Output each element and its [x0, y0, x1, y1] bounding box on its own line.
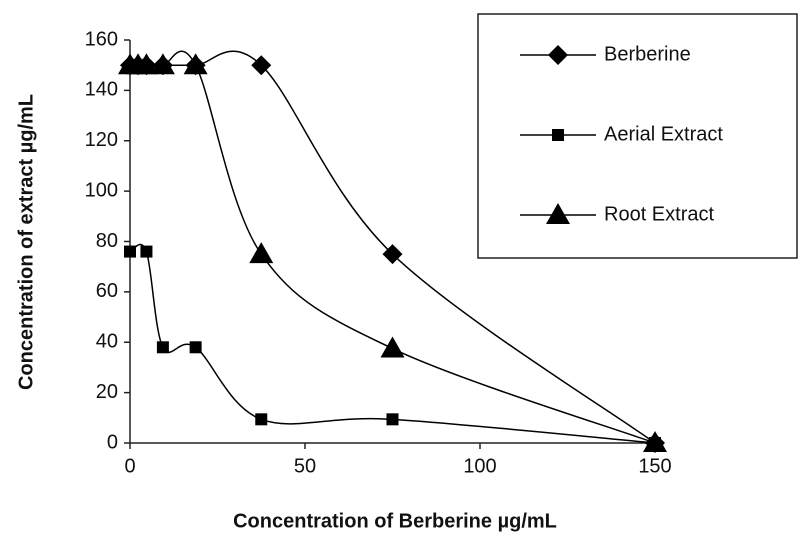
marker-square — [386, 413, 399, 426]
marker-diamond — [548, 45, 568, 65]
y-tick-label: 0 — [107, 431, 118, 453]
y-tick-label: 60 — [96, 280, 118, 302]
legend-label: Root Extract — [604, 203, 714, 225]
y-tick-label: 140 — [85, 79, 118, 101]
x-axis-title: Concentration of Berberine µg/mL — [233, 510, 557, 532]
marker-triangle — [150, 53, 175, 75]
marker-triangle — [546, 203, 570, 224]
legend-label: Berberine — [604, 43, 691, 65]
series-line — [129, 243, 656, 444]
y-tick-label: 40 — [96, 331, 118, 353]
y-axis-title: Concentration of extract µg/mL — [15, 94, 37, 390]
x-tick-label: 50 — [294, 455, 316, 477]
x-tick-label: 100 — [463, 455, 496, 477]
marker-diamond — [382, 244, 403, 265]
marker-diamond — [251, 55, 272, 76]
marker-square — [140, 245, 153, 258]
marker-square — [552, 129, 564, 141]
x-tick-label: 0 — [124, 455, 135, 477]
legend-label: Aerial Extract — [604, 123, 723, 145]
marker-square — [255, 413, 268, 426]
marker-square — [189, 341, 202, 354]
marker-square — [156, 341, 169, 354]
marker-triangle — [183, 53, 208, 75]
y-tick-label: 20 — [96, 381, 118, 403]
marker-square — [124, 245, 136, 258]
y-tick-label: 80 — [96, 230, 118, 252]
x-tick-label: 150 — [638, 455, 671, 477]
y-tick-label: 160 — [85, 28, 118, 50]
y-tick-label: 100 — [85, 179, 118, 201]
marker-triangle — [249, 242, 274, 264]
marker-triangle — [134, 53, 159, 75]
y-tick-label: 120 — [85, 129, 118, 151]
marker-triangle — [380, 336, 405, 358]
marker-triangle — [643, 431, 667, 452]
